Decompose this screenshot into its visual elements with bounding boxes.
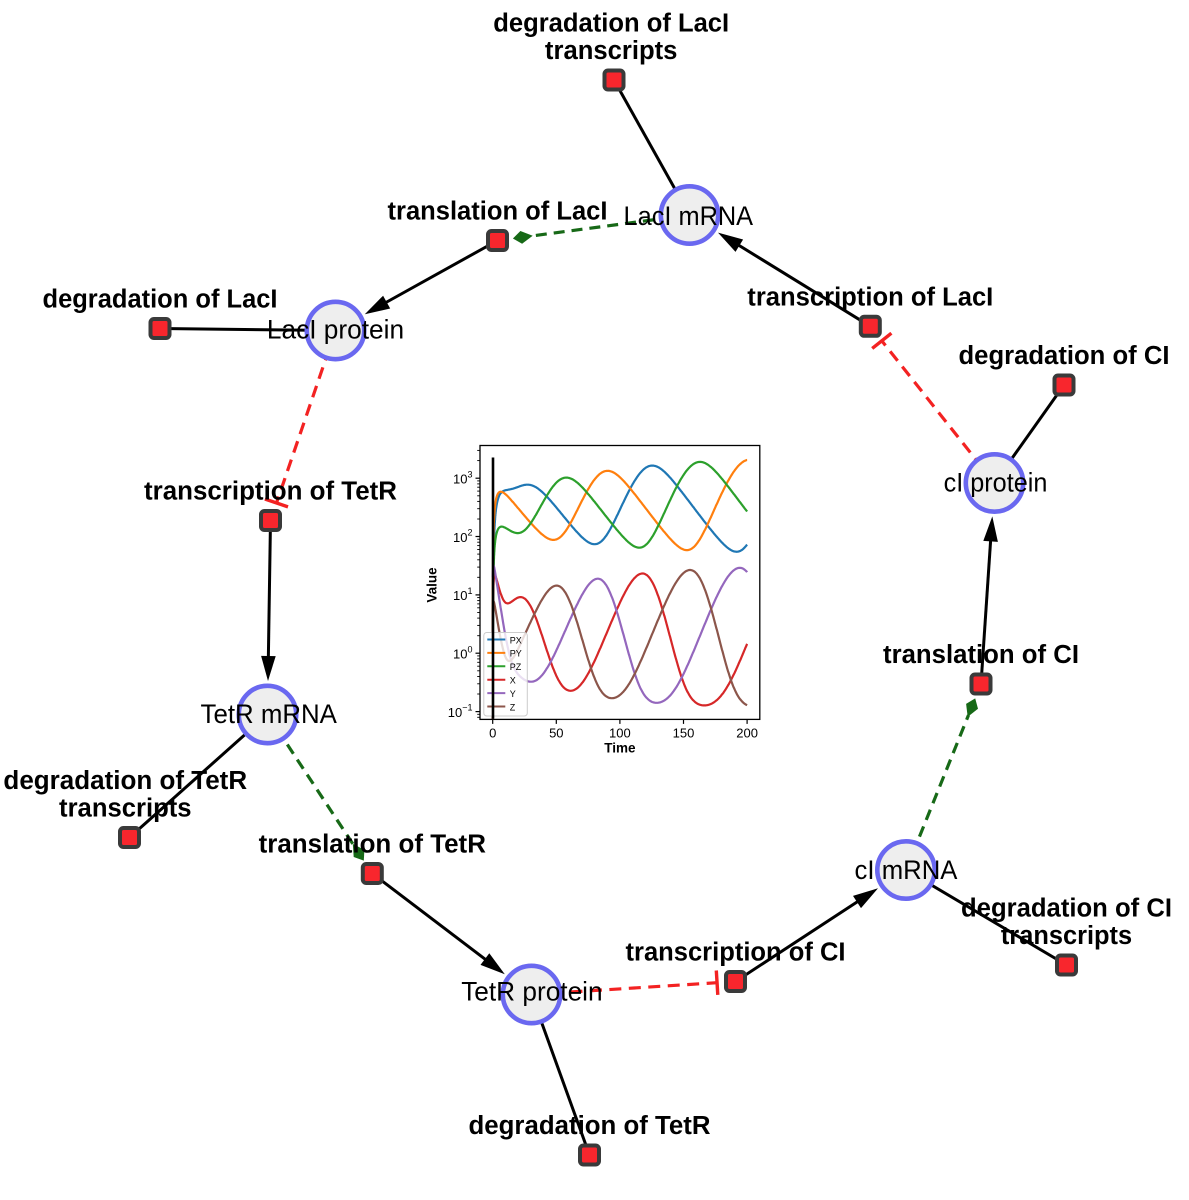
svg-text:transcripts: transcripts — [1001, 922, 1132, 950]
svg-text:transcription of CI: transcription of CI — [626, 939, 846, 967]
svg-text:Z: Z — [510, 702, 516, 712]
svg-text:degradation of LacI: degradation of LacI — [43, 286, 278, 314]
svg-text:101: 101 — [453, 586, 472, 603]
svg-text:translation of LacI: translation of LacI — [388, 198, 608, 226]
svg-text:102: 102 — [453, 528, 472, 545]
svg-text:transcripts: transcripts — [545, 37, 678, 65]
svg-text:LacI protein: LacI protein — [267, 315, 404, 345]
svg-text:cI mRNA: cI mRNA — [855, 855, 958, 885]
svg-text:cI protein: cI protein — [944, 467, 1048, 497]
svg-text:Y: Y — [510, 689, 516, 699]
svg-text:TetR protein: TetR protein — [461, 977, 602, 1007]
svg-text:degradation of TetR: degradation of TetR — [3, 767, 247, 795]
svg-text:transcription of LacI: transcription of LacI — [747, 283, 993, 311]
svg-text:103: 103 — [453, 469, 472, 486]
svg-text:Time: Time — [604, 740, 636, 755]
svg-text:degradation of TetR: degradation of TetR — [469, 1112, 711, 1140]
svg-text:X: X — [510, 676, 516, 686]
svg-text:degradation of LacI: degradation of LacI — [493, 10, 729, 38]
svg-text:100: 100 — [453, 644, 472, 661]
svg-text:50: 50 — [549, 725, 563, 740]
svg-text:150: 150 — [673, 725, 695, 740]
svg-text:200: 200 — [736, 725, 758, 740]
svg-text:LacI mRNA: LacI mRNA — [624, 201, 754, 231]
svg-text:degradation of CI: degradation of CI — [959, 342, 1170, 370]
svg-text:10−1: 10−1 — [448, 703, 473, 720]
svg-text:translation of TetR: translation of TetR — [259, 831, 486, 859]
svg-text:PX: PX — [510, 635, 522, 645]
svg-text:Value: Value — [425, 567, 440, 603]
svg-text:0: 0 — [489, 725, 496, 740]
svg-text:translation of CI: translation of CI — [883, 641, 1079, 669]
svg-text:transcription of TetR: transcription of TetR — [144, 478, 397, 506]
svg-text:PZ: PZ — [510, 662, 522, 672]
svg-text:PY: PY — [510, 649, 522, 659]
svg-text:TetR mRNA: TetR mRNA — [201, 699, 337, 729]
svg-text:degradation of CI: degradation of CI — [961, 895, 1172, 923]
svg-text:transcripts: transcripts — [59, 795, 192, 823]
svg-text:100: 100 — [609, 725, 631, 740]
